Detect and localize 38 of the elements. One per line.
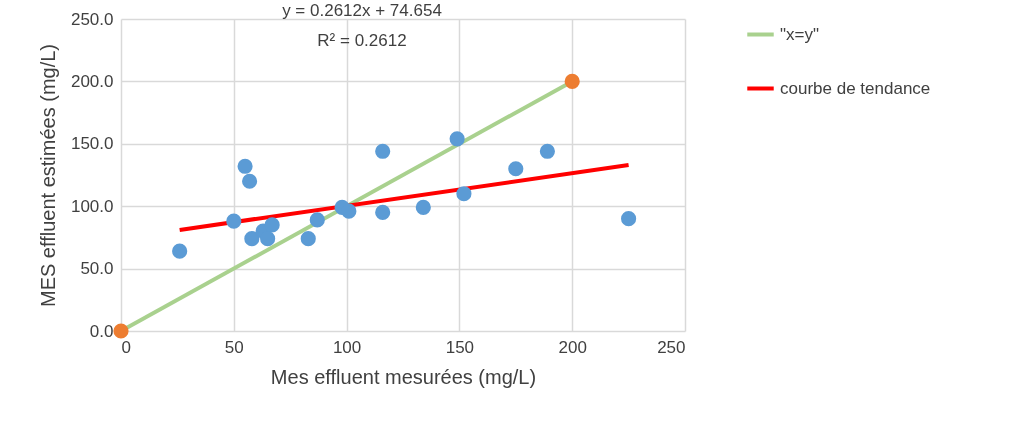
y-tick-label: 100.0 — [70, 196, 114, 216]
y-tick-label: 50.0 — [80, 259, 114, 279]
point — [449, 131, 465, 147]
point — [539, 143, 555, 159]
point — [244, 231, 260, 247]
annotation: y = 0.2612x + 74.654 — [282, 1, 442, 20]
x-tick-label: 100 — [332, 337, 362, 357]
x-axis-title: Mes effluent mesurées (mg/L) — [270, 365, 537, 388]
point — [242, 173, 258, 189]
y-tick-label: 150.0 — [70, 134, 114, 154]
legend-label: courbe de tendance — [780, 78, 931, 98]
x-tick-label: 50 — [224, 337, 244, 357]
y-tick-label: 200.0 — [70, 71, 114, 91]
x-tick-label: 0 — [121, 337, 131, 357]
point — [375, 204, 391, 221]
point — [621, 211, 637, 227]
point — [260, 231, 276, 247]
point — [113, 323, 129, 339]
point — [300, 231, 316, 247]
legend-label: "x=y" — [780, 24, 819, 44]
y-axis-title: MES effluent estimées (mg/L) — [36, 43, 59, 308]
point — [508, 161, 524, 177]
x-tick-label: 250 — [657, 337, 686, 357]
point — [564, 73, 580, 89]
annotation: R² = 0.2612 — [317, 31, 407, 50]
point — [375, 143, 391, 159]
point — [341, 203, 357, 219]
point — [456, 186, 472, 202]
point — [264, 217, 280, 233]
point — [226, 213, 242, 229]
point — [237, 158, 253, 174]
point — [172, 243, 188, 259]
point — [309, 212, 325, 228]
y-tick-label: 0.0 — [89, 321, 114, 341]
x-tick-label: 200 — [558, 337, 587, 357]
point — [415, 199, 431, 216]
y-tick-label: 250.0 — [70, 9, 114, 29]
x-tick-label: 150 — [445, 337, 475, 357]
